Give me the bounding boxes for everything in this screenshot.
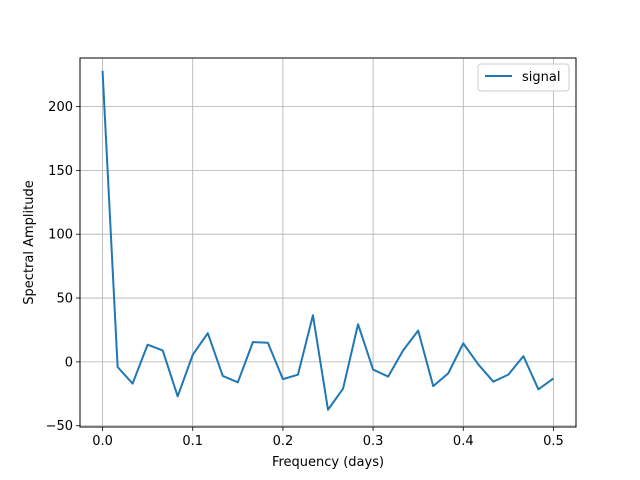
legend-label-signal: signal xyxy=(522,70,560,85)
x-tick-label: 0.0 xyxy=(92,434,113,449)
x-tick-label: 0.2 xyxy=(273,434,294,449)
x-tick-label: 0.3 xyxy=(363,434,384,449)
y-tick-label: 50 xyxy=(56,292,73,307)
series-layer xyxy=(101,70,555,411)
y-tick-label: 150 xyxy=(48,164,73,179)
y-tick-label: −50 xyxy=(46,419,73,434)
series-line-signal xyxy=(101,70,555,411)
y-tick-label: 0 xyxy=(65,355,73,370)
legend-box xyxy=(477,63,570,92)
x-tick-label: 0.4 xyxy=(453,434,474,449)
y-axis-label: Spectral Amplitude xyxy=(22,180,37,304)
legend: signal xyxy=(477,63,570,92)
x-tick-label: 0.5 xyxy=(543,434,564,449)
grid xyxy=(80,58,576,427)
x-tick-label: 0.1 xyxy=(182,434,203,449)
plot-frame xyxy=(79,57,577,428)
ticks: 0.0 0.1 0.2 0.3 0.4 0.5 −50 0 50 100 150 200 xyxy=(46,100,564,449)
y-tick-label: 100 xyxy=(48,228,73,243)
y-tick-label: 200 xyxy=(48,100,73,115)
x-axis-label: Frequency (days) xyxy=(272,455,384,470)
